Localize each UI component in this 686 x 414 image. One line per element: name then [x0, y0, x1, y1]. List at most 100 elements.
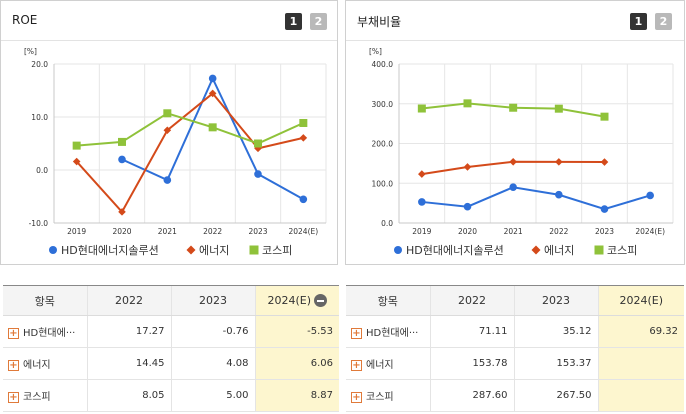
data-point — [163, 109, 172, 118]
cell: -0.76 — [170, 315, 255, 348]
expand-icon[interactable]: + — [8, 391, 19, 403]
table-header-row: 항목 2022 2023 2024(E) — [346, 285, 684, 316]
expand-icon[interactable]: + — [8, 359, 19, 371]
cell: 14.45 — [86, 347, 171, 380]
debt-ratio-chart: [%] 400.0 300.0 200.0 100.0 0.0 2019 2020 2021 20… — [369, 47, 674, 257]
legend-marker — [594, 245, 604, 255]
table-row: + 코스피 8.05 5.00 8.87 — [3, 379, 339, 412]
data-point — [254, 144, 262, 153]
cell: 5.00 — [170, 379, 255, 412]
row-label: + 에너지 — [346, 347, 430, 380]
x-tick-label: 2020 — [112, 227, 131, 236]
row-label: + 코스피 — [346, 379, 430, 412]
data-point — [417, 104, 426, 113]
roe-panel-header: ROE 1 2 — [1, 1, 337, 41]
table-row: + 에너지 153.78 153.37 — [346, 347, 684, 380]
table-row: + HD현대에··· 17.27 -0.76 -5.53 — [3, 315, 339, 348]
legend-label: 코스피 — [262, 244, 292, 257]
header-2024e: 2024(E) — [597, 285, 684, 316]
roe-panel-title: ROE — [12, 13, 38, 27]
header-2023: 2023 — [170, 285, 255, 316]
collapse-icon[interactable] — [314, 294, 328, 308]
cell: 4.08 — [170, 347, 255, 380]
x-tick-label: 2019 — [412, 227, 431, 236]
roe-table: 항목 2022 2023 2024(E) + HD현대에··· 17.27 -0.… — [3, 285, 339, 412]
row-name: HD현대에··· — [366, 328, 419, 339]
legend-marker — [531, 245, 541, 255]
data-point — [163, 126, 172, 135]
table-row: + 에너지 14.45 4.08 6.06 — [3, 347, 339, 380]
data-point — [418, 198, 426, 206]
page-2-button[interactable]: 2 — [310, 13, 327, 30]
cell: 287.60 — [429, 379, 514, 412]
x-tick-label: 2019 — [67, 227, 86, 236]
y-tick-label: 300.0 — [372, 100, 394, 109]
expand-icon[interactable]: + — [351, 327, 362, 339]
cell: 8.05 — [86, 379, 171, 412]
legend-marker — [394, 246, 402, 254]
data-point — [509, 103, 518, 112]
y-unit-label: [%] — [24, 47, 37, 56]
debt-ratio-panel-title: 부채비율 — [357, 15, 402, 29]
data-point — [254, 139, 262, 148]
row-name: 에너지 — [23, 360, 51, 371]
header-2024e-label: 2024(E) — [267, 293, 312, 307]
debt-ratio-table: 항목 2022 2023 2024(E) + HD현대에··· 71.11 35.… — [346, 285, 684, 412]
data-point — [299, 118, 308, 127]
cell: -5.53 — [254, 315, 339, 348]
cell — [597, 379, 684, 412]
roe-chart: [%] 20.0 10.0 0.0 -10.0 2019 2020 2021 2022 2023 2… — [24, 47, 327, 257]
y-tick-label: 20.0 — [31, 60, 48, 69]
data-point — [208, 74, 217, 83]
y-tick-label: 0.0 — [36, 166, 48, 175]
cell: 35.12 — [513, 315, 598, 348]
page-1-button[interactable]: 1 — [630, 13, 647, 30]
cell: 69.32 — [597, 315, 684, 348]
data-point — [163, 176, 172, 184]
row-label: + HD현대에··· — [3, 315, 87, 348]
data-point — [118, 155, 126, 164]
y-tick-label: 200.0 — [372, 140, 394, 149]
y-tick-label: 10.0 — [31, 113, 48, 122]
data-point — [600, 112, 609, 121]
x-tick-label: 2021 — [504, 227, 523, 236]
y-tick-label: 0.0 — [381, 219, 393, 228]
data-point — [118, 208, 126, 216]
row-name: 에너지 — [366, 360, 394, 371]
legend-marker — [186, 245, 196, 255]
series-line-에너지 — [75, 92, 304, 214]
x-tick-label: 2023 — [248, 227, 267, 236]
x-tick-label: 2022 — [549, 227, 568, 236]
data-point — [600, 205, 609, 213]
header-item: 항목 — [346, 285, 430, 316]
x-tick-label: 2023 — [595, 227, 614, 236]
x-tick-label: 2021 — [158, 227, 177, 236]
data-point — [509, 183, 517, 192]
cell: 71.11 — [429, 315, 514, 348]
expand-icon[interactable]: + — [351, 359, 362, 371]
data-point — [463, 202, 472, 211]
x-tick-label: 2022 — [203, 227, 222, 236]
data-point — [463, 99, 472, 108]
page-1-button[interactable]: 1 — [285, 13, 302, 30]
expand-icon[interactable]: + — [351, 391, 362, 403]
header-2022: 2022 — [86, 285, 171, 316]
legend-marker — [49, 246, 57, 254]
row-name: HD현대에··· — [23, 328, 76, 339]
cell: 17.27 — [86, 315, 171, 348]
cell: 153.78 — [429, 347, 514, 380]
data-point — [646, 191, 654, 200]
data-point — [509, 157, 517, 166]
legend-marker — [249, 245, 259, 255]
data-point — [299, 134, 308, 142]
data-point — [208, 123, 217, 132]
y-tick-label: 100.0 — [372, 179, 394, 188]
table-header-row: 항목 2022 2023 2024(E) — [3, 285, 339, 316]
debt-ratio-panel: 부채비율 1 2 [%] 400.0 300.0 200.0 100.0 0.0 2019 2… — [345, 0, 685, 265]
row-name: 코스피 — [23, 392, 51, 403]
expand-icon[interactable]: + — [8, 327, 19, 339]
page-2-button[interactable]: 2 — [655, 13, 672, 30]
header-2023: 2023 — [513, 285, 598, 316]
data-point — [118, 137, 126, 146]
cell: 267.50 — [513, 379, 598, 412]
